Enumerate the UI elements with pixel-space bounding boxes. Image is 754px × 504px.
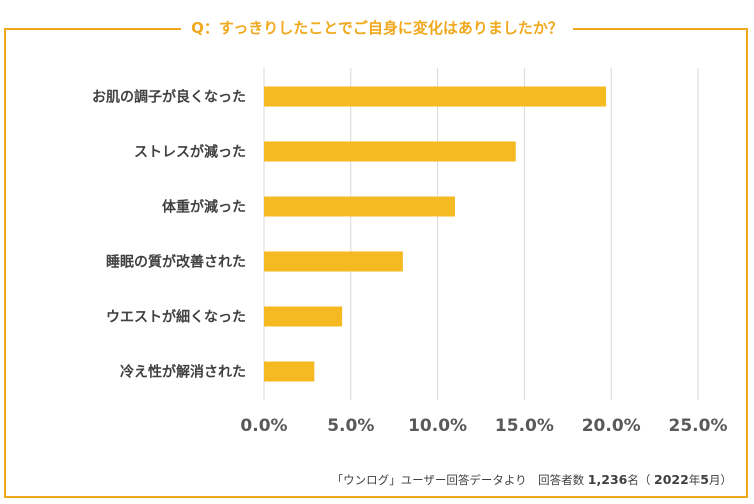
category-label: 睡眠の質が改善された: [106, 254, 246, 271]
survey-month-unit: 月）: [709, 473, 732, 487]
category-label: ストレスが減った: [134, 144, 246, 161]
bar: [264, 196, 455, 217]
survey-year: 2022: [654, 472, 689, 487]
bars: [264, 86, 606, 382]
category-labels: お肌の調子が良くなったストレスが減った体重が減った睡眠の質が改善されたウエストが…: [92, 89, 246, 381]
bar: [264, 141, 516, 162]
x-tick-label: 0.0%: [240, 416, 287, 436]
bar: [264, 361, 315, 382]
category-label: ウエストが細くなった: [106, 309, 246, 326]
chart-title: Q：すっきりしたことでご自身に変化はありましたか？: [181, 16, 573, 40]
category-label: 冷え性が解消された: [120, 364, 246, 381]
x-tick-label: 15.0%: [495, 416, 554, 436]
category-label: 体重が減った: [162, 199, 246, 216]
respondent-count: 1,236: [587, 472, 628, 487]
x-tick-label: 10.0%: [408, 416, 467, 436]
category-label: お肌の調子が良くなった: [92, 89, 246, 106]
x-tick-label: 25.0%: [669, 416, 728, 436]
footnote: 「ウンログ」ユーザー回答データより 回答者数 1,236名（ 2022年5月）: [332, 472, 732, 488]
survey-year-unit: 年: [688, 473, 701, 487]
x-tick-label: 20.0%: [582, 416, 641, 436]
title-container: Q：すっきりしたことでご自身に変化はありましたか？: [0, 16, 754, 40]
gridlines: [263, 68, 699, 400]
survey-month: 5: [700, 472, 709, 487]
bar: [264, 86, 606, 107]
bar: [264, 306, 343, 327]
respondent-unit: 名（: [627, 473, 651, 487]
x-tick-labels: 0.0% 5.0% 10.0% 15.0% 20.0% 25.0%: [240, 416, 727, 436]
footnote-source: 「ウンログ」ユーザー回答データより 回答者数: [331, 473, 585, 487]
x-tick-label: 5.0%: [327, 416, 374, 436]
bar: [264, 251, 403, 272]
